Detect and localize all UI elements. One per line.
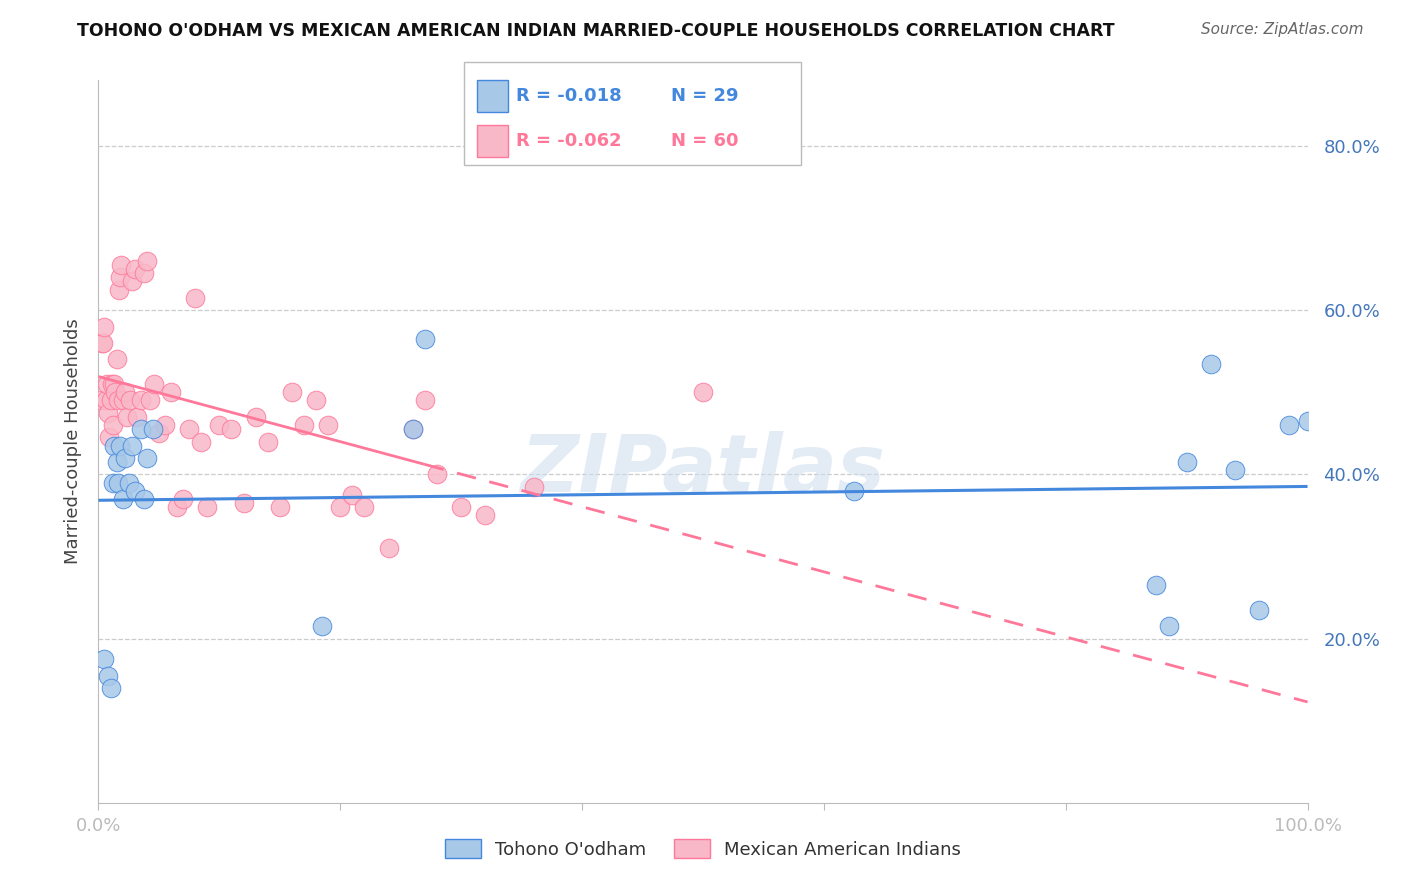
Point [103,439,125,453]
Point [523,480,546,494]
Point [166,500,188,515]
Point [1249,603,1271,617]
Text: N = 60: N = 60 [671,132,738,150]
Point [97,406,120,420]
Point [91,336,114,351]
Point [97,668,120,682]
Point [316,418,339,433]
Point [1146,578,1168,592]
Point [208,418,231,433]
Point [245,409,267,424]
Point [143,377,166,392]
Text: N = 29: N = 29 [671,87,738,105]
Point [114,385,136,400]
Point [100,393,122,408]
Point [127,409,149,424]
Point [105,455,128,469]
Point [103,377,125,392]
Point [292,418,315,433]
Text: R = -0.018: R = -0.018 [516,87,621,105]
Y-axis label: Married-couple Households: Married-couple Households [63,318,82,565]
Point [121,439,143,453]
Point [105,352,128,367]
Point [93,319,115,334]
Point [114,450,136,465]
Point [94,393,117,408]
Point [184,291,207,305]
Point [1296,414,1319,428]
Point [107,393,129,408]
Point [342,488,364,502]
Point [91,336,114,351]
Point [110,258,132,272]
Text: R = -0.062: R = -0.062 [516,132,621,150]
Point [160,385,183,400]
Text: Source: ZipAtlas.com: Source: ZipAtlas.com [1201,22,1364,37]
Point [104,385,127,400]
Point [172,491,194,506]
Point [93,652,115,666]
Point [118,393,141,408]
Point [111,491,134,506]
Point [1175,455,1198,469]
Point [413,393,436,408]
Point [107,475,129,490]
Point [1223,463,1246,477]
Point [1278,418,1301,433]
Point [129,422,152,436]
Point [179,422,201,436]
Point [96,377,118,392]
Point [353,500,375,515]
Point [402,422,425,436]
Point [281,385,304,400]
Point [844,483,866,498]
Point [124,262,146,277]
Point [134,266,156,280]
Point [413,332,436,346]
Point [195,500,218,515]
Point [142,422,165,436]
Point [135,450,157,465]
Point [402,422,425,436]
Point [111,393,134,408]
Point [305,393,328,408]
Point [474,508,496,523]
Point [98,430,121,444]
Point [108,439,131,453]
Point [100,681,122,695]
Point [232,496,254,510]
Point [124,483,146,498]
Point [118,475,141,490]
Point [692,385,714,400]
Point [450,500,472,515]
Point [90,393,112,408]
Point [135,253,157,268]
Point [153,418,176,433]
Point [311,619,333,633]
Point [129,393,152,408]
Point [221,422,243,436]
Point [108,270,131,285]
Legend: Tohono O'odham, Mexican American Indians: Tohono O'odham, Mexican American Indians [437,832,969,866]
Point [117,409,139,424]
Point [148,426,170,441]
Point [1199,357,1222,371]
Point [426,467,449,482]
Point [108,283,131,297]
Point [377,541,399,556]
Point [329,500,352,515]
Point [100,377,122,392]
Point [101,418,124,433]
Point [139,393,162,408]
Point [1157,619,1180,633]
Point [134,491,156,506]
Point [101,475,124,490]
Point [269,500,291,515]
Text: TOHONO O'ODHAM VS MEXICAN AMERICAN INDIAN MARRIED-COUPLE HOUSEHOLDS CORRELATION : TOHONO O'ODHAM VS MEXICAN AMERICAN INDIA… [77,22,1115,40]
Point [190,434,212,449]
Text: ZIPatlas: ZIPatlas [520,432,886,509]
Point [121,275,143,289]
Point [256,434,278,449]
